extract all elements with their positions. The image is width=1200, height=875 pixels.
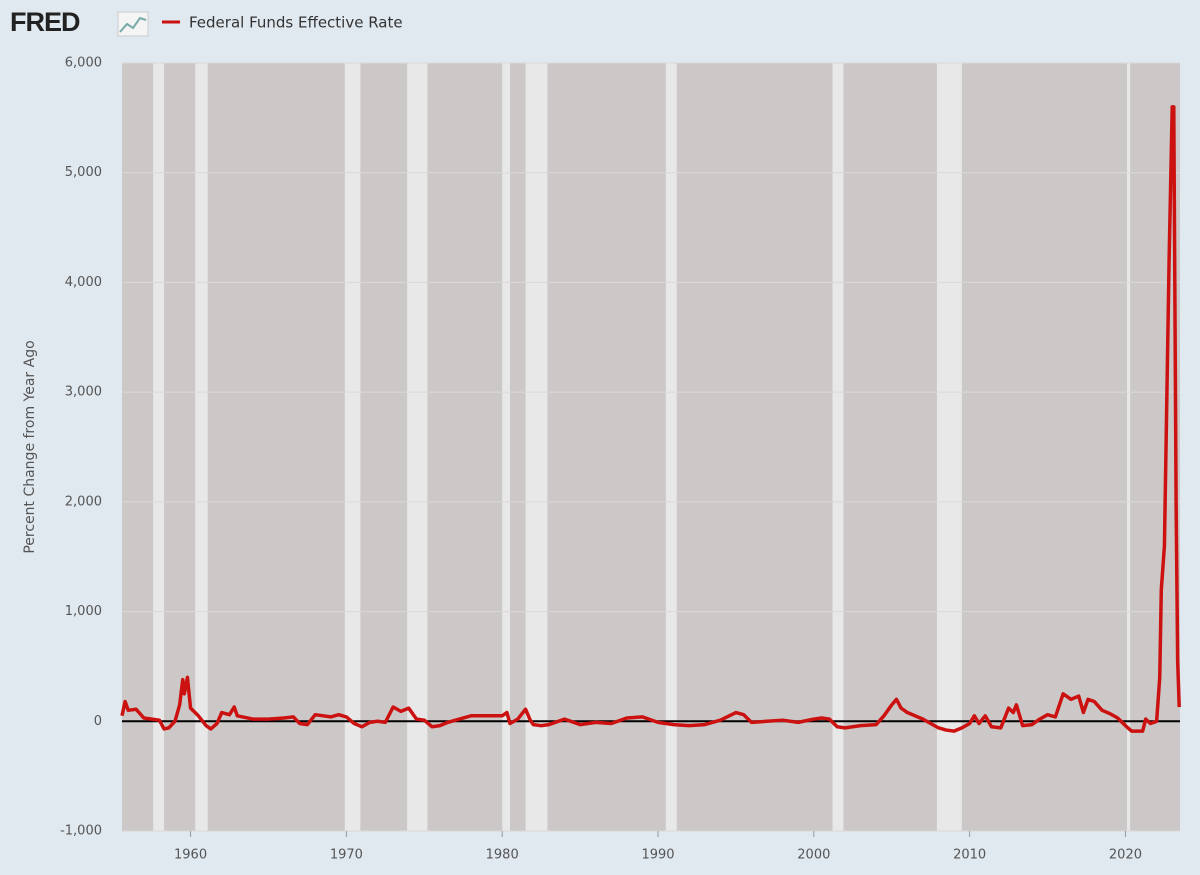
recession-band (832, 63, 844, 831)
x-tick-label: 1990 (641, 848, 674, 863)
recession-band (1127, 63, 1131, 831)
logo-icon (117, 11, 149, 37)
recession-band (936, 63, 962, 831)
y-tick-label: 6,000 (65, 56, 102, 71)
y-tick-label: 1,000 (65, 604, 102, 619)
x-tick-label: 1970 (330, 848, 363, 863)
y-tick-label: 3,000 (65, 385, 102, 400)
plot-area (122, 63, 1180, 831)
y-tick-label: 4,000 (65, 275, 102, 290)
x-tick-label: 2020 (1109, 848, 1142, 863)
recession-band (665, 63, 677, 831)
recession-band (344, 63, 361, 831)
logo: FRED (10, 7, 80, 37)
legend-label: Federal Funds Effective Rate (189, 14, 403, 32)
recession-band (195, 63, 208, 831)
y-tick-label: -1,000 (60, 824, 102, 839)
recession-band (407, 63, 428, 831)
y-tick-label: 2,000 (65, 494, 102, 509)
x-tick-label: 2000 (797, 848, 830, 863)
x-tick-label: 2010 (953, 848, 986, 863)
recession-band (502, 63, 510, 831)
y-axis-label: Percent Change from Year Ago (22, 340, 38, 553)
series-line (120, 105, 1181, 733)
x-tick-label: 1980 (486, 848, 519, 863)
x-tick-label: 1960 (174, 848, 207, 863)
recession-band (153, 63, 165, 831)
recession-band (525, 63, 548, 831)
y-tick-label: 0 (94, 714, 102, 729)
y-tick-label: 5,000 (65, 165, 102, 180)
